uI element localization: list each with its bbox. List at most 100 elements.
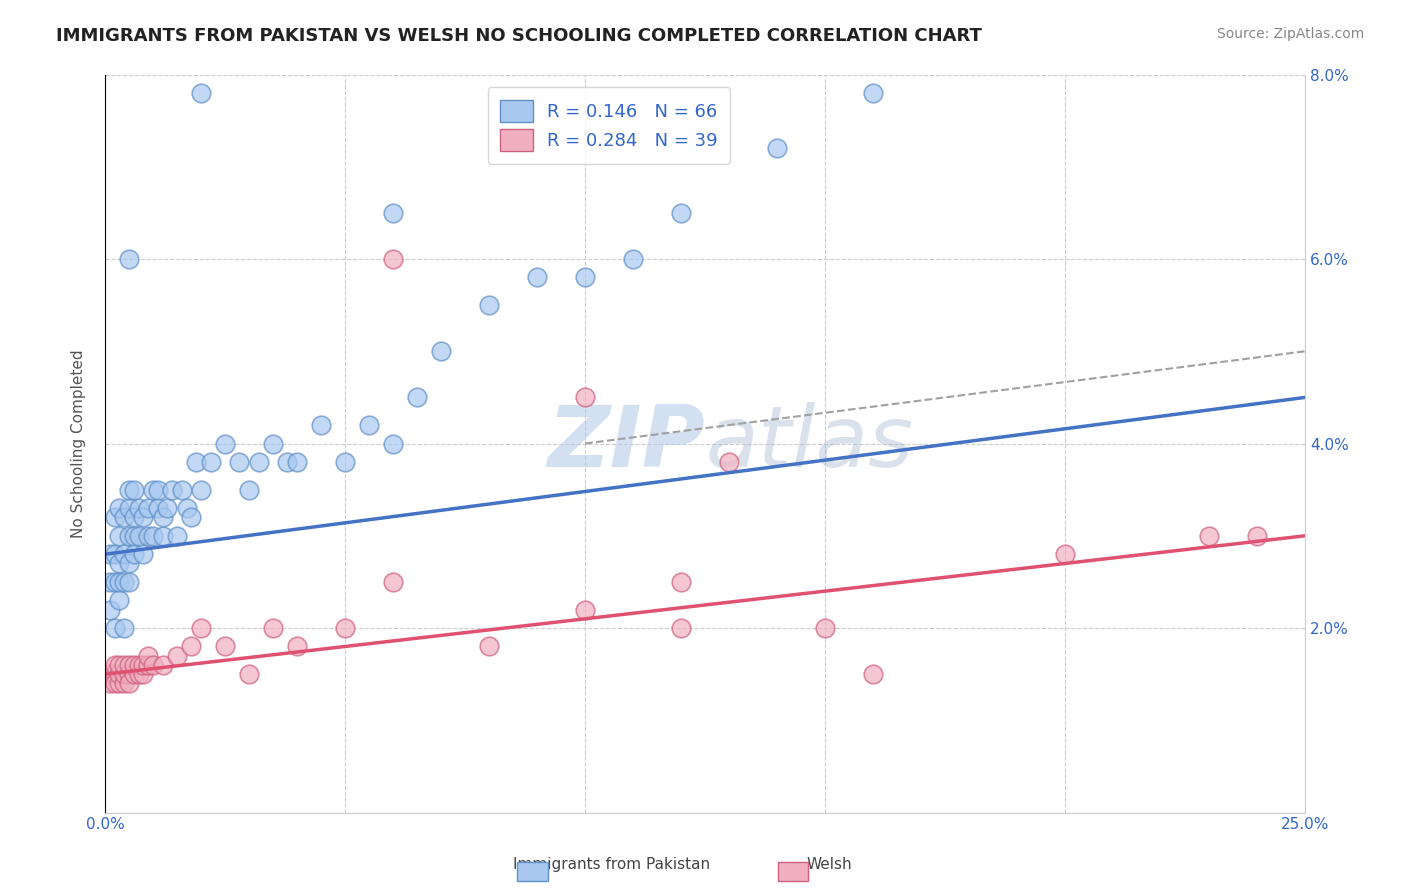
Text: Immigrants from Pakistan: Immigrants from Pakistan — [513, 857, 710, 872]
Point — [621, 252, 644, 266]
Point — [478, 640, 501, 654]
Point — [118, 657, 141, 672]
Point — [108, 501, 131, 516]
Point — [170, 483, 193, 497]
Point — [108, 676, 131, 690]
Point — [118, 252, 141, 266]
Point — [108, 557, 131, 571]
Point — [262, 621, 284, 635]
Point — [176, 501, 198, 516]
Point — [122, 529, 145, 543]
Point — [152, 657, 174, 672]
Point — [238, 667, 260, 681]
Point — [309, 418, 332, 433]
Y-axis label: No Schooling Completed: No Schooling Completed — [72, 349, 86, 538]
Point — [112, 676, 135, 690]
Point — [152, 510, 174, 524]
Point — [136, 648, 159, 663]
Point — [862, 667, 884, 681]
Point — [357, 418, 380, 433]
Point — [669, 206, 692, 220]
Point — [1054, 547, 1077, 561]
Point — [112, 574, 135, 589]
Point — [214, 436, 236, 450]
Point — [122, 547, 145, 561]
Point — [132, 510, 155, 524]
Point — [574, 391, 596, 405]
Point — [333, 621, 356, 635]
Point — [104, 510, 127, 524]
Point — [122, 657, 145, 672]
Text: atlas: atlas — [704, 402, 912, 485]
Point — [118, 557, 141, 571]
Point — [112, 621, 135, 635]
Point — [122, 510, 145, 524]
Point — [108, 529, 131, 543]
Point — [108, 574, 131, 589]
Point — [186, 455, 208, 469]
Point — [128, 657, 150, 672]
Point — [430, 344, 453, 359]
Point — [108, 667, 131, 681]
Point — [118, 676, 141, 690]
Point — [190, 483, 212, 497]
Point — [478, 298, 501, 312]
Point — [128, 667, 150, 681]
Point — [122, 667, 145, 681]
Point — [98, 676, 121, 690]
Point — [136, 529, 159, 543]
Point — [104, 667, 127, 681]
Point — [262, 436, 284, 450]
Point — [98, 547, 121, 561]
Point — [104, 547, 127, 561]
Point — [112, 547, 135, 561]
Point — [862, 86, 884, 100]
Point — [128, 529, 150, 543]
Point — [718, 455, 741, 469]
Point — [142, 483, 165, 497]
Point — [406, 391, 429, 405]
Point — [132, 657, 155, 672]
Point — [190, 86, 212, 100]
Point — [136, 657, 159, 672]
Point — [382, 574, 405, 589]
Point — [247, 455, 270, 469]
Point — [574, 602, 596, 616]
Point — [98, 574, 121, 589]
Point — [118, 501, 141, 516]
Point — [526, 270, 548, 285]
Point — [1198, 529, 1220, 543]
Point — [98, 667, 121, 681]
Point — [98, 602, 121, 616]
Point — [166, 529, 188, 543]
Point — [238, 483, 260, 497]
Point — [112, 510, 135, 524]
Point — [118, 667, 141, 681]
Point — [1246, 529, 1268, 543]
Text: ZIP: ZIP — [547, 402, 704, 485]
Point — [766, 141, 789, 155]
Point — [382, 252, 405, 266]
Point — [104, 574, 127, 589]
Point — [146, 501, 169, 516]
Point — [228, 455, 250, 469]
Point — [132, 667, 155, 681]
Point — [285, 640, 308, 654]
Point — [285, 455, 308, 469]
Point — [136, 501, 159, 516]
Point — [382, 206, 405, 220]
Point — [122, 483, 145, 497]
Point — [669, 574, 692, 589]
Point — [574, 270, 596, 285]
Legend: R = 0.146   N = 66, R = 0.284   N = 39: R = 0.146 N = 66, R = 0.284 N = 39 — [488, 87, 731, 164]
Point — [214, 640, 236, 654]
Text: IMMIGRANTS FROM PAKISTAN VS WELSH NO SCHOOLING COMPLETED CORRELATION CHART: IMMIGRANTS FROM PAKISTAN VS WELSH NO SCH… — [56, 27, 983, 45]
Point — [669, 621, 692, 635]
Point — [180, 640, 202, 654]
Point — [180, 510, 202, 524]
Point — [112, 657, 135, 672]
Point — [112, 667, 135, 681]
Point — [104, 621, 127, 635]
Point — [160, 483, 183, 497]
Point — [128, 501, 150, 516]
